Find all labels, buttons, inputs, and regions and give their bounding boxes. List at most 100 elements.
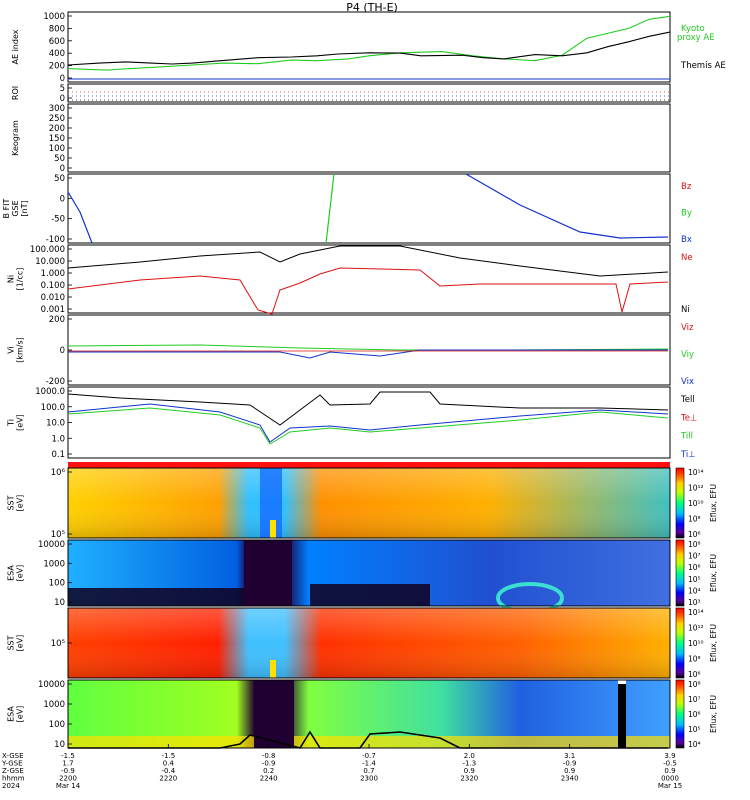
panel-6: Ti[eV] 0.1 1.0 10.0 100.0 1000.0 Tell Te⊥ Till Ti… bbox=[7, 386, 697, 460]
x-tick-value: -1.5 bbox=[61, 752, 75, 760]
x-tick-value: -0.4 bbox=[161, 767, 175, 775]
trace-line bbox=[325, 173, 335, 244]
y-tick-label: 10000 bbox=[38, 680, 65, 690]
y-tick-label: 100 bbox=[49, 579, 65, 589]
esa-spectrogram-1 bbox=[68, 540, 670, 614]
ae-series-line bbox=[67, 31, 671, 66]
y-tick-label: 200 bbox=[49, 124, 65, 134]
panel-frame bbox=[67, 467, 671, 539]
x-tick-value: -0.9 bbox=[61, 767, 75, 775]
y-tick-label: 10⁶ bbox=[51, 468, 66, 478]
legend-label: Ne bbox=[681, 253, 693, 263]
y-tick-label: 200 bbox=[49, 315, 65, 325]
colorbar-tick: 10⁸ bbox=[688, 655, 701, 664]
x-tick-value: 0.9 bbox=[664, 767, 675, 775]
colorbar-label: Eflux, EFU bbox=[709, 624, 718, 662]
y-tick-label: 100 bbox=[49, 144, 65, 154]
x-tick-value: -1.4 bbox=[362, 760, 376, 768]
x-tick-value: -0.9 bbox=[563, 760, 577, 768]
y-tick-label: 200 bbox=[49, 62, 65, 72]
y-tick-label: 10 bbox=[54, 598, 65, 608]
panel-3: B FITGSE[nT] -100 -50 0 50 Bz By Bx bbox=[2, 173, 692, 245]
colorbar-tick: 10⁴ bbox=[688, 740, 701, 749]
y-tick-label: 10⁵ bbox=[51, 530, 65, 540]
colorbar-tick: 10³ bbox=[688, 598, 701, 607]
colorbar-tick: 10⁶ bbox=[688, 530, 701, 539]
colorbar-tick: 10⁴ bbox=[688, 586, 701, 595]
trace-line bbox=[68, 730, 668, 749]
colorbar-tick: 10¹⁰ bbox=[688, 499, 704, 508]
panel-frame bbox=[67, 539, 671, 607]
panel-8: ESA[eV] 10 100 1000 10000 10³ 10⁴ 10⁵ 10⁶ 10⁷ 10⁸ E… bbox=[7, 539, 718, 608]
panel-frame bbox=[67, 11, 671, 83]
y-tick-label: 600 bbox=[49, 37, 65, 47]
x-tick-value: -0.5 bbox=[663, 760, 677, 768]
y-axis-label: Ti[eV] bbox=[7, 414, 25, 431]
x-tick-value: Mar 15 bbox=[658, 782, 682, 790]
colorbar-tick: 10⁸ bbox=[688, 515, 701, 524]
trace-line bbox=[67, 245, 669, 277]
y-axis-label: Keogram bbox=[11, 120, 20, 156]
x-row-label: 2024 bbox=[2, 782, 20, 790]
y-tick-label: 0 bbox=[60, 164, 65, 174]
colorbar-tick: 10⁵ bbox=[688, 575, 701, 584]
y-tick-label: 10.0 bbox=[46, 419, 65, 429]
legend-label: Te⊥ bbox=[680, 413, 697, 423]
x-tick-value: 0000 bbox=[661, 775, 679, 783]
legend-label: Ni bbox=[681, 305, 690, 315]
y-tick-label: -50 bbox=[51, 215, 65, 225]
legend-label: Vix bbox=[681, 377, 694, 387]
panel-4: Ni[1/cc] 0.001 0.010 0.100 1.000 10.000 100.00… bbox=[7, 244, 693, 315]
trace-line bbox=[67, 191, 93, 244]
y-tick-label: -200 bbox=[46, 377, 65, 387]
x-tick-value: 0.4 bbox=[163, 760, 175, 768]
colorbar-tick: 10⁸ bbox=[688, 540, 701, 549]
x-tick-value: 2340 bbox=[561, 775, 579, 783]
colorbar-tick: 10⁶ bbox=[688, 563, 701, 572]
y-axis-label: SST[eV] bbox=[7, 635, 25, 652]
colorbar-tick: 10⁷ bbox=[688, 695, 701, 704]
x-tick-value: 2220 bbox=[159, 775, 177, 783]
legend-label: Viz bbox=[681, 323, 694, 333]
sst-spectrogram-2 bbox=[68, 608, 670, 678]
x-tick-value: Mar 14 bbox=[56, 782, 81, 790]
y-tick-label: 800 bbox=[49, 24, 65, 34]
legend-label: By bbox=[681, 209, 692, 219]
x-tick-value: -1.3 bbox=[462, 760, 476, 768]
colorbar-tick: 10⁶ bbox=[688, 710, 701, 719]
y-tick-label: 10⁵ bbox=[51, 639, 65, 649]
y-tick-label: 0.1 bbox=[51, 450, 65, 460]
x-tick-value: 0.2 bbox=[263, 767, 274, 775]
y-tick-label: 50 bbox=[54, 174, 65, 184]
y-tick-label: 400 bbox=[49, 49, 65, 59]
y-axis-label: SST[eV] bbox=[7, 495, 25, 512]
ae-series-line bbox=[67, 15, 671, 71]
x-tick-value: 2.0 bbox=[464, 752, 475, 760]
y-tick-label: 150 bbox=[49, 134, 65, 144]
legend-label: Kyoto bbox=[681, 24, 705, 34]
colorbar-tick: 10⁷ bbox=[688, 552, 701, 561]
legend-label: proxy AE bbox=[677, 33, 715, 43]
x-row-label: hhmm bbox=[2, 775, 25, 783]
y-tick-label: 10000 bbox=[38, 540, 65, 550]
y-tick-label: 10.000 bbox=[35, 257, 65, 267]
panel-frame bbox=[67, 386, 671, 459]
x-tick-value: 2320 bbox=[460, 775, 478, 783]
colorbar-label: Eflux, EFU bbox=[709, 695, 718, 733]
colorbar-esa-1 bbox=[675, 539, 685, 607]
x-tick-value: 3.1 bbox=[564, 752, 575, 760]
panel-7: SST[eV] 10⁵ 10⁶ 10⁶ 10⁸ 10¹⁰ 10¹² 10¹⁴ Eflux, EF… bbox=[7, 467, 718, 540]
trace-line bbox=[67, 403, 669, 443]
panel-frame bbox=[67, 103, 671, 173]
legend-label: Tell bbox=[680, 395, 695, 405]
x-tick-value: -1.5 bbox=[161, 752, 175, 760]
esa-spectrogram-2 bbox=[68, 680, 670, 748]
y-axis-label: ROI bbox=[11, 86, 20, 100]
colorbar-tick: 10⁵ bbox=[688, 725, 701, 734]
y-tick-label: -100 bbox=[46, 235, 65, 245]
y-axis-label: ESA[eV] bbox=[7, 565, 25, 582]
y-tick-label: 300 bbox=[49, 104, 65, 114]
colorbar-tick: 10¹⁰ bbox=[688, 639, 704, 648]
